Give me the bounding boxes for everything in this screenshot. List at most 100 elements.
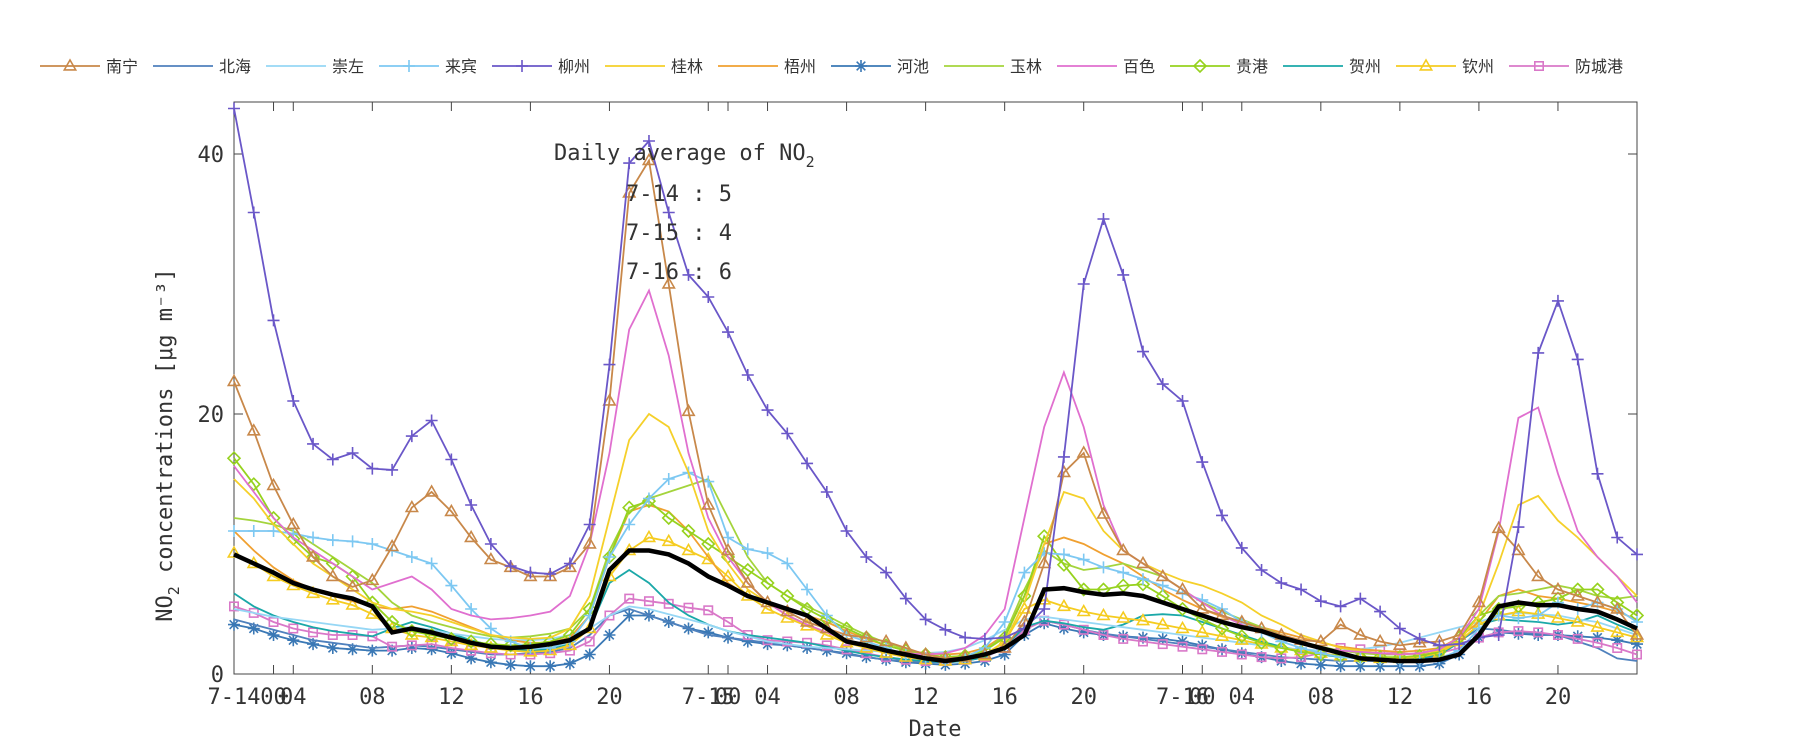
data-point: [1155, 616, 1170, 630]
data-point: [701, 536, 716, 552]
data-point: [641, 152, 657, 166]
data-point: [403, 60, 415, 72]
data-point: [1512, 612, 1525, 625]
data-point: [1334, 600, 1347, 613]
data-point: [387, 641, 398, 652]
data-point: [1590, 594, 1605, 608]
legend-label: 桂林: [671, 57, 703, 76]
data-point: [661, 510, 676, 526]
data-point: [288, 623, 299, 634]
data-point: [1611, 634, 1624, 647]
data-point: [723, 616, 734, 627]
data-point: [1433, 639, 1446, 652]
data-point: [307, 531, 320, 544]
data-point: [1533, 627, 1544, 638]
data-point: [1333, 616, 1348, 630]
data-point: [1135, 555, 1151, 569]
data-point: [1570, 588, 1585, 601]
data-point: [1612, 642, 1623, 653]
series-柳州: [228, 102, 1643, 652]
data-point: [228, 525, 240, 537]
x-tick-label: 08: [833, 685, 860, 710]
data-point: [366, 462, 379, 475]
data-point: [524, 660, 537, 673]
data-point: [1592, 637, 1603, 648]
data-point: [326, 453, 339, 466]
data-point: [1216, 509, 1229, 522]
data-point: [1078, 624, 1089, 635]
data-point: [346, 447, 359, 459]
data-point: [247, 525, 260, 537]
data-point: [1295, 583, 1308, 596]
annotation-row-2: 7-15 : 4: [626, 221, 732, 246]
legend: 南宁 北海 崇左 来宾 柳州 桂林 梧州 河池 玉林 百色 贵港 贺州 钦州 防城港: [40, 57, 1623, 76]
data-point: [899, 656, 912, 669]
data-point: [386, 463, 399, 476]
data-point: [444, 503, 459, 517]
data-point: [504, 560, 517, 573]
data-point: [583, 648, 596, 661]
data-point: [582, 536, 597, 549]
data-point: [603, 358, 616, 371]
data-point: [1195, 624, 1210, 638]
y-axis-label: NO2 concentrations [μg m⁻³]: [153, 268, 183, 621]
data-point: [1256, 652, 1267, 663]
data-point: [799, 614, 815, 627]
data-point: [1098, 629, 1109, 640]
x-tick-label: 16: [991, 685, 1018, 710]
series-百色: [233, 288, 1638, 656]
data-point: [1116, 610, 1131, 623]
data-point: [484, 538, 497, 550]
svg-text:Daily average of NO2: Daily average of NO2: [554, 141, 815, 171]
data-point: [1531, 568, 1546, 582]
data-point: [404, 499, 419, 513]
data-point: [1097, 561, 1110, 574]
data-point: [1532, 629, 1545, 641]
data-point: [1038, 603, 1051, 615]
data-point: [286, 516, 301, 530]
data-point: [1056, 464, 1072, 478]
data-point: [642, 135, 655, 147]
y-axis: 0 20 40: [198, 143, 1637, 688]
legend-label: 百色: [1123, 57, 1155, 76]
data-point: [1117, 566, 1130, 579]
data-point: [1018, 566, 1031, 579]
data-point: [345, 579, 360, 592]
data-point: [1572, 633, 1583, 644]
data-point: [641, 529, 657, 543]
data-point: [1135, 577, 1151, 592]
data-point: [345, 597, 360, 610]
data-point: [563, 657, 576, 670]
data-point: [643, 596, 654, 607]
data-point: [681, 523, 696, 539]
data-point: [228, 618, 240, 631]
data-point: [543, 568, 558, 582]
data-point: [405, 551, 418, 563]
average-layer: [233, 548, 1638, 664]
data-point: [1513, 626, 1524, 637]
data-point: [1631, 638, 1643, 651]
data-point: [465, 499, 478, 511]
data-point: [1453, 638, 1466, 651]
series-桂林: [233, 412, 1638, 660]
data-point: [247, 206, 260, 219]
legend-item: 桂林: [605, 57, 703, 76]
data-point: [267, 525, 280, 537]
data-point: [62, 58, 78, 71]
data-point: [325, 568, 340, 582]
data-point: [1076, 445, 1091, 458]
data-point: [1471, 594, 1486, 608]
data-point: [780, 588, 795, 604]
data-point: [246, 423, 261, 436]
annotation-title: Daily average of NO: [554, 141, 806, 166]
data-point: [325, 592, 340, 605]
data-point: [761, 404, 774, 417]
data-point: [484, 622, 497, 635]
data-point: [760, 575, 775, 591]
data-point: [226, 451, 242, 466]
data-point: [681, 403, 696, 417]
data-point: [661, 533, 676, 547]
annotation-title-sub: 2: [806, 153, 815, 171]
data-point: [622, 500, 637, 515]
data-point: [1374, 605, 1387, 618]
